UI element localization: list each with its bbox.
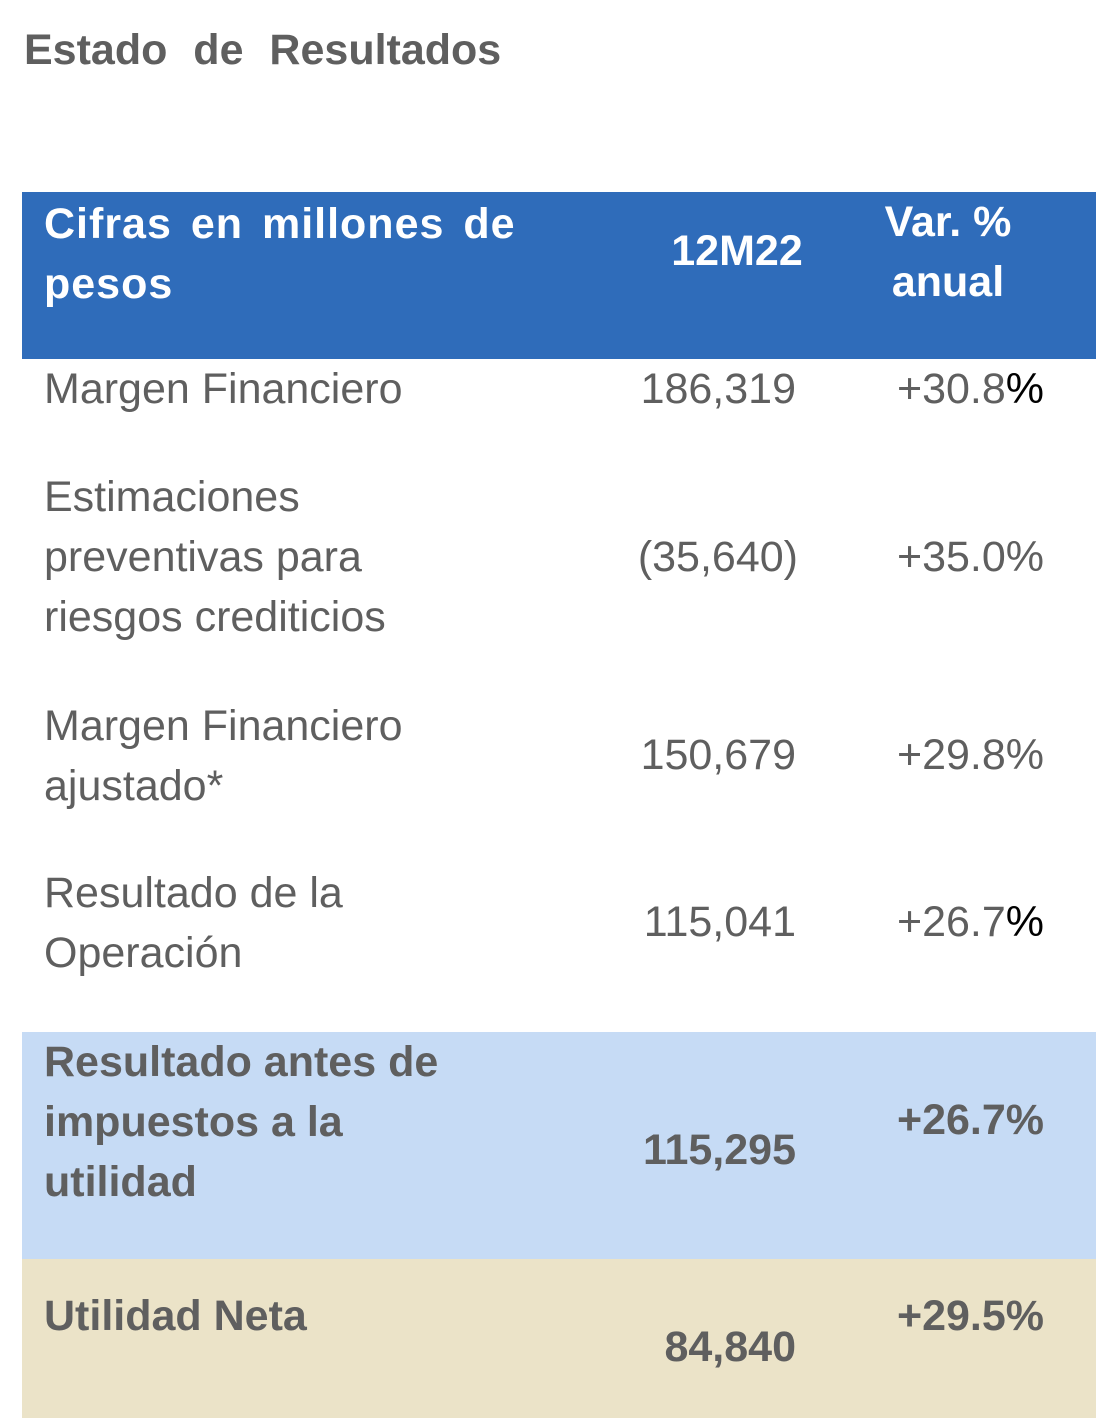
row-label: Margen Financiero [44,359,564,419]
row-label: Resultado de la Operación [44,863,564,983]
row-label-line: ajustado* [44,762,224,810]
row-value: 186,319 [640,365,796,413]
row-value: (35,640) [637,533,798,581]
row-label: Estimaciones preventivas para riesgos cr… [44,467,564,647]
row-label: Utilidad Neta [44,1286,564,1346]
row-variation: +26.7% [862,892,1044,952]
row-variation: +35.0% [862,527,1044,587]
row-variation-number: +35.0% [896,533,1044,581]
table-row-total: Utilidad Neta 84,840 +29.5% [22,1259,1096,1418]
row-variation: +26.7% [862,1090,1044,1150]
table-row-highlight: Resultado antes de impuestos a la utilid… [22,1032,1096,1259]
header-period: 12M22 [671,227,803,275]
row-label-line: Margen Financiero [44,702,403,750]
row-label: Margen Financiero ajustado* [44,696,564,816]
row-value: 150,679 [640,731,796,779]
header-variation-line: Var. % [884,198,1012,246]
row-variation-number: +29.5% [896,1292,1044,1340]
row-variation-number: +26.7% [896,1096,1044,1144]
page-title: Estado de Resultados [24,26,502,74]
header-label: Cifras en millones de pesos [44,194,564,314]
header-variation-line: anual [891,258,1005,306]
row-variation: +30.8% [862,359,1044,419]
table-row: Margen Financiero 186,319 +30.8% [22,359,1096,459]
table-row: Margen Financiero ajustado* 150,679 +29.… [22,696,1096,826]
table-row: Resultado de la Operación 115,041 +26.7% [22,863,1096,993]
row-value: 84,840 [664,1323,796,1371]
row-label: Resultado antes de impuestos a la utilid… [44,1032,564,1212]
row-label-line: Estimaciones [44,473,300,521]
table-row: Estimaciones preventivas para riesgos cr… [22,467,1096,657]
header-label-line: pesos [44,260,174,308]
row-label-line: preventivas para [44,533,362,581]
row-label-line: Resultado de la [44,869,343,917]
row-variation: +29.5% [862,1286,1044,1346]
row-label-line: Margen Financiero [44,365,403,413]
row-value: 115,041 [643,898,796,946]
header-variation: Var. % anual [848,192,1048,312]
row-variation-suffix: % [1005,365,1044,413]
header-label-line: Cifras en millones de [44,200,516,248]
row-variation-number: +30.8 [896,365,1006,413]
row-label-line: impuestos a la [44,1098,343,1146]
row-variation-suffix: % [1005,898,1044,946]
row-label-line: Utilidad Neta [44,1292,307,1340]
row-variation-number: +26.7 [896,898,1006,946]
row-variation: +29.8% [862,725,1044,785]
row-variation-number: +29.8% [896,731,1044,779]
row-label-line: riesgos crediticios [44,593,386,641]
row-label-line: Operación [44,929,243,977]
row-label-line: Resultado antes de [44,1038,439,1086]
row-label-line: utilidad [44,1158,197,1206]
table-header-row: Cifras en millones de pesos 12M22 Var. %… [22,192,1096,359]
row-value: 115,295 [642,1126,796,1174]
